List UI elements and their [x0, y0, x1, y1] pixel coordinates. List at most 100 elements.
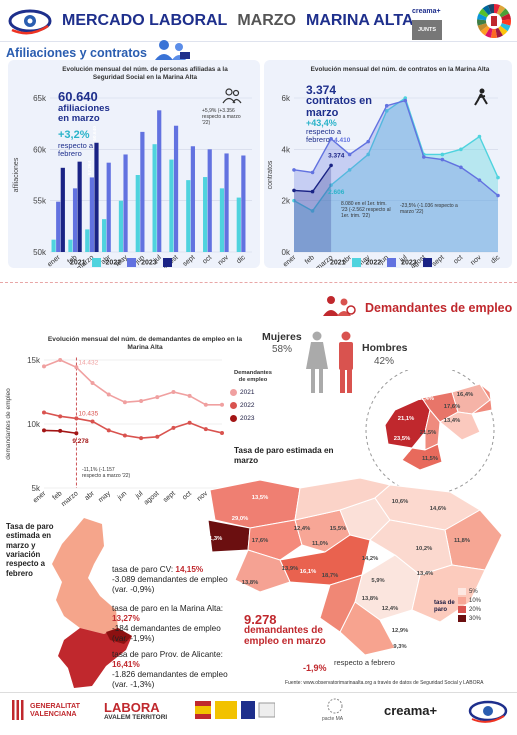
- afiliaciones-chart-title: Evolución mensual del núm. de personas a…: [62, 66, 228, 81]
- bar-2021-agost: [169, 159, 174, 252]
- bar-2022-jun: [140, 131, 145, 252]
- point-2022: [220, 430, 224, 435]
- x-tick-label: jun: [116, 490, 129, 502]
- point-2021: [459, 147, 463, 152]
- x-tick-label: jul: [134, 490, 145, 501]
- x-tick-label: abr: [84, 490, 97, 502]
- afiliaciones-legend: 2021 2022 2023: [70, 258, 175, 267]
- creama-logo: creama+: [412, 8, 441, 15]
- point-2021: [42, 364, 46, 369]
- page-title: MERCADO LABORAL MARZO MARINA ALTA: [62, 12, 414, 29]
- bar-2022-nov: [224, 153, 229, 252]
- map-rate-label: 11,4%: [418, 396, 434, 402]
- sdg-segment: [490, 21, 498, 38]
- point-2022: [187, 420, 192, 425]
- x-tick-label: sept: [162, 490, 177, 504]
- marina-alta-map: 13,5% 29,0% 31,3% 17,6% 12,4% 15,5% 11,0% 16,1%…: [206, 370, 503, 656]
- juntos-logo: JUNTS: [412, 20, 442, 40]
- men-label: Hombres: [362, 342, 408, 354]
- afiliaciones-note: +5,9% (+3.356 respecto a marzo '22): [202, 108, 241, 126]
- x-tick-label: dic: [490, 254, 502, 265]
- point-2021: [155, 395, 160, 400]
- y-tick-label: 4k: [282, 145, 291, 154]
- line-2021: [293, 96, 499, 212]
- map-rate-label: 12,4%: [294, 526, 310, 532]
- point-2022: [106, 428, 111, 433]
- contratos-pct: +43,4%: [306, 118, 337, 128]
- point-2023: [329, 163, 333, 168]
- bar-2023-marzo: [94, 142, 99, 252]
- map-rate-label: 18,7%: [322, 573, 338, 579]
- point-2022: [74, 416, 79, 421]
- afiliaciones-pct: +3,2%: [58, 129, 90, 141]
- x-tick-label: marzo: [60, 490, 79, 508]
- map-rate-label: 13,8%: [242, 580, 258, 586]
- map-rate-label: 31,3%: [206, 536, 222, 542]
- x-tick-label: agost: [143, 490, 161, 506]
- point-2023: [74, 431, 79, 436]
- map-rate-label: 13,4%: [444, 418, 460, 424]
- point-2022: [366, 139, 370, 144]
- x-tick-label: sept: [182, 254, 197, 268]
- x-tick-label: jul: [152, 254, 163, 265]
- map-rate-label: 11,0%: [312, 541, 328, 547]
- point-2021: [403, 96, 408, 100]
- map-rate-label: 16,1%: [300, 569, 316, 575]
- eye-footer-logo-icon: [468, 698, 508, 724]
- point-2021: [384, 109, 389, 113]
- bar-2021-abr: [102, 219, 107, 252]
- point-2022: [139, 436, 144, 441]
- women-label: Mujeres: [262, 331, 302, 343]
- demandantes-var-label: respecto a febrero: [334, 658, 395, 667]
- people-group-icon: [152, 38, 192, 62]
- demandantes-big-label: demandantes de empleo en marzo: [244, 625, 326, 647]
- point-2023: [310, 189, 315, 194]
- y-tick-label: 65k: [33, 94, 47, 103]
- point-2022: [347, 152, 352, 157]
- labora-sub: AVALEM TERRITORI: [104, 714, 168, 721]
- contratos-big-value: 3.374: [306, 83, 337, 97]
- bar-2021-oct: [203, 177, 208, 252]
- cv-annotation: tasa de paro CV: 14,15% -3.089 demandante…: [112, 565, 228, 594]
- point-2022: [459, 165, 463, 170]
- point-2021: [203, 402, 208, 407]
- bar-2022-marzo: [89, 177, 94, 252]
- bar-2022-dic: [241, 155, 246, 252]
- demandantes-note: -11,1% (-1.157 respecto a marzo '22): [82, 467, 131, 479]
- map-rate-label: 17,6%: [252, 538, 268, 544]
- point-2021: [74, 365, 79, 370]
- area-2021: [294, 98, 498, 252]
- map-rate-label: 11,8%: [454, 538, 470, 544]
- line-2021: [43, 359, 222, 406]
- afiliaciones-pct-label: respecto a febrero: [58, 141, 94, 159]
- bar-2021-feb: [68, 239, 73, 252]
- bar-2021-jun: [135, 175, 140, 252]
- map-rate-label: 11,5%: [422, 456, 438, 462]
- demandantes-var: -1,9%: [303, 663, 327, 673]
- contratos-legend: 2021 2022 2023: [330, 258, 435, 267]
- map-rate-label: 13,5%: [252, 495, 268, 501]
- contratos-pct-label: respecto a febrero: [306, 127, 342, 145]
- section-title-afiliaciones: Afiliaciones y contratos: [6, 46, 148, 60]
- y-tick-label: 60k: [33, 145, 47, 154]
- point-2022: [292, 168, 296, 172]
- y-tick-label: 10k: [27, 420, 41, 429]
- bar-2021-nov: [219, 188, 225, 252]
- point-2022: [496, 193, 500, 198]
- data-label: 57.264: [87, 160, 93, 175]
- y-tick-label: 6k: [282, 94, 291, 103]
- point-2021: [58, 358, 63, 362]
- map-rate-label: 5,9%: [371, 578, 384, 584]
- line-2022: [43, 411, 223, 439]
- point-2022: [477, 178, 482, 182]
- contratos-big-label: contratos en marzo: [306, 95, 373, 119]
- x-tick-label: feb: [67, 254, 79, 266]
- map-rate-label: 29,0%: [232, 516, 248, 522]
- point-2022: [422, 155, 426, 159]
- eye-logo-icon: [8, 6, 52, 36]
- spain-gov-logo-icon: [195, 699, 276, 721]
- data-label: 4.410: [334, 137, 351, 144]
- bar-2022-oct: [207, 149, 212, 252]
